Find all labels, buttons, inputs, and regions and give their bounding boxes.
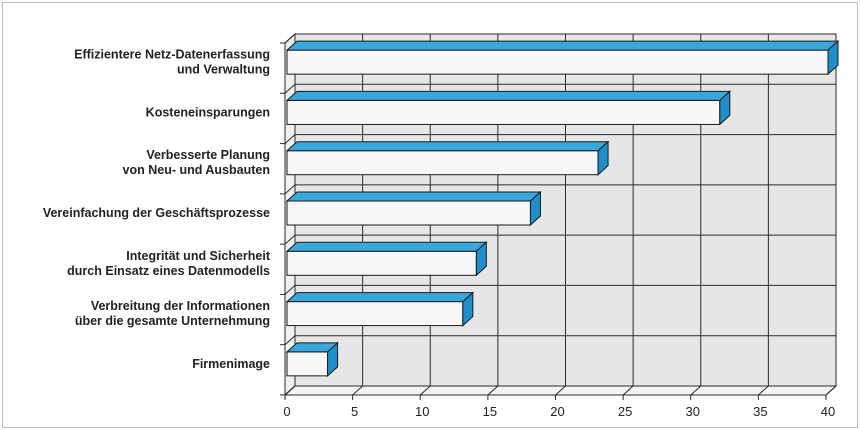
bar-side [529, 190, 541, 227]
category-label: Effizientere Netz-Datenerfassung und Verw… [74, 48, 270, 77]
bar-side [719, 90, 731, 126]
x-tick-label: 25 [618, 404, 632, 419]
bar-front [286, 49, 829, 75]
bar-side [475, 241, 487, 277]
floor-grid-line [352, 385, 363, 396]
wall-grid-line [284, 385, 296, 396]
bar-front [286, 200, 531, 226]
x-tick-label: 30 [686, 404, 700, 419]
category-label: Kosteneinsparungen [146, 105, 270, 119]
x-tick-label: 5 [351, 404, 358, 419]
category-label-line: Integrität und Sicherheit [126, 249, 271, 263]
category-label-line: Effizientere Netz-Datenerfassung [74, 48, 270, 62]
bar-side [327, 341, 339, 377]
category-label: Firmenimage [192, 357, 270, 371]
category-label-line: Verbreitung der Informationen [91, 299, 270, 313]
bar-top [285, 241, 488, 252]
category-label-line: und Verwaltung [177, 63, 270, 77]
bar-front [286, 351, 329, 377]
category-label: Integrität und Sicherheit durch Einsatz e… [67, 249, 271, 278]
bar-front [286, 99, 721, 125]
bar-front [286, 150, 599, 176]
bar-side [597, 140, 609, 176]
category-label-line: von Neu- und Ausbauten [123, 163, 270, 177]
category-label-line: Vereinfachung der Geschäftsprozesse [43, 206, 270, 220]
floor-grid-line [419, 385, 431, 396]
floor-grid-line [487, 385, 499, 396]
x-tick-label: 0 [283, 404, 290, 419]
x-tick-label: 35 [753, 404, 767, 419]
floor-grid-line [555, 385, 566, 396]
wall-grid-line [284, 33, 296, 44]
x-tick-label: 40 [821, 404, 835, 419]
bar-side [827, 40, 839, 76]
wall-grid-line [284, 83, 296, 94]
floor-grid-line [825, 385, 837, 396]
wall-grid-line [284, 335, 296, 346]
bar-side [462, 291, 474, 327]
bar-front [286, 301, 464, 327]
category-label-line: über die gesamte Unternehmung [75, 314, 270, 328]
x-tick-label: 20 [550, 404, 564, 419]
bar-top [285, 191, 542, 202]
wall-grid-line [284, 234, 296, 245]
bar-top [285, 40, 840, 51]
category-label-line: Verbesserte Planung [146, 148, 270, 162]
bar-top [285, 90, 732, 101]
x-tick-label: 15 [483, 404, 497, 419]
bar-front [286, 250, 477, 276]
x-tick-label: 10 [415, 404, 429, 419]
wall-grid-line [284, 285, 296, 295]
wall-grid-line [284, 184, 296, 195]
category-label-line: Kosteneinsparungen [146, 105, 270, 119]
category-label-line: Firmenimage [192, 357, 270, 371]
floor-grid-line [690, 385, 702, 396]
category-label: Verbesserte Planung von Neu- und Ausbaute… [123, 148, 270, 177]
category-label: Verbreitung der Informationen über die ge… [75, 299, 270, 328]
bar-top [285, 292, 475, 303]
floor-grid-line [758, 385, 769, 396]
floor-grid-line [622, 385, 634, 396]
bar-top [285, 141, 610, 152]
category-label: Vereinfachung der Geschäftsprozesse [43, 206, 270, 220]
category-label-line: durch Einsatz eines Datenmodells [67, 264, 270, 278]
wall-grid-line [284, 134, 296, 144]
